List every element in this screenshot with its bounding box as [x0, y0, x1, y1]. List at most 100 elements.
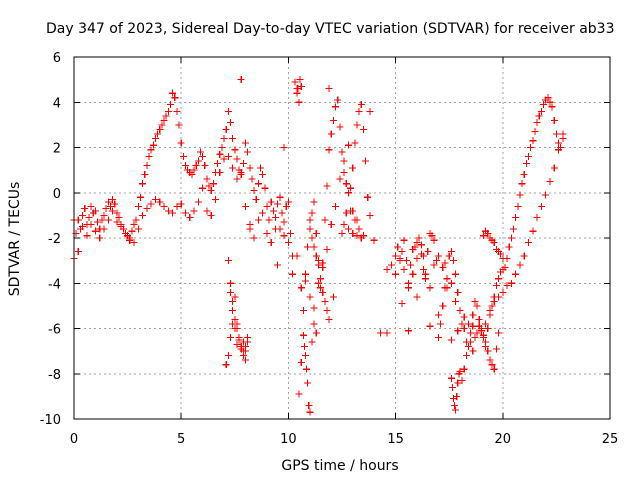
data-point-marker	[499, 288, 507, 296]
data-point-marker	[370, 236, 378, 244]
data-point-marker	[302, 352, 310, 360]
data-point-marker	[467, 329, 475, 337]
data-point-marker	[280, 232, 288, 240]
x-tick-label: 5	[177, 432, 185, 447]
data-point-marker	[216, 168, 224, 176]
data-point-marker	[104, 216, 112, 224]
data-point-marker	[250, 186, 258, 194]
data-point-marker	[109, 196, 117, 204]
data-point-marker	[128, 227, 136, 235]
data-point-marker	[454, 379, 462, 387]
data-point-marker	[306, 216, 314, 224]
data-point-marker	[332, 103, 340, 111]
data-point-marker	[497, 250, 505, 258]
data-point-marker	[540, 101, 548, 109]
data-point-marker	[233, 325, 241, 332]
data-point-marker	[181, 162, 189, 170]
data-point-marker	[533, 119, 541, 127]
data-point-marker	[394, 243, 402, 251]
data-point-marker	[490, 239, 498, 247]
data-point-marker	[439, 302, 447, 310]
data-point-marker	[458, 377, 466, 385]
data-point-marker	[531, 128, 539, 136]
data-point-marker	[387, 261, 395, 269]
data-point-marker	[102, 205, 110, 213]
data-point-marker	[164, 107, 172, 115]
data-point-marker	[87, 202, 95, 210]
data-point-marker	[83, 232, 91, 240]
data-point-marker	[169, 89, 177, 97]
data-point-marker	[490, 297, 498, 305]
data-point-marker	[535, 112, 543, 120]
data-point-marker	[147, 200, 155, 208]
data-point-marker	[351, 139, 359, 147]
data-point-marker	[100, 225, 108, 233]
data-point-marker	[235, 334, 243, 342]
data-point-marker	[139, 180, 147, 188]
data-point-marker	[404, 327, 412, 335]
data-point-marker	[434, 252, 442, 260]
data-point-marker	[407, 261, 415, 269]
data-point-marker	[94, 218, 102, 226]
data-point-marker	[338, 148, 346, 156]
data-point-marker	[134, 225, 142, 233]
data-point-marker	[310, 243, 318, 251]
data-point-marker	[482, 320, 490, 328]
data-point-marker	[396, 254, 404, 262]
data-point-marker	[216, 150, 224, 158]
data-point-marker	[452, 297, 460, 305]
data-point-marker	[338, 229, 346, 237]
data-point-marker	[173, 202, 181, 210]
data-point-marker	[355, 107, 363, 115]
data-point-marker	[164, 207, 172, 215]
data-point-marker	[449, 257, 457, 265]
data-point-marker	[458, 320, 466, 328]
data-point-marker	[274, 261, 282, 269]
data-point-marker	[398, 300, 406, 308]
data-point-marker	[81, 205, 89, 213]
data-point-marker	[254, 216, 262, 224]
y-tick-label: 6	[53, 51, 61, 66]
data-point-marker	[456, 367, 464, 375]
y-tick-label: 2	[53, 142, 61, 157]
data-point-marker	[227, 279, 235, 287]
data-point-marker	[342, 209, 350, 217]
data-point-marker	[203, 207, 211, 215]
data-point-marker	[287, 229, 295, 237]
data-point-marker	[428, 232, 436, 240]
data-point-marker	[495, 329, 503, 337]
data-point-marker	[295, 98, 303, 106]
data-point-marker	[284, 198, 292, 206]
data-point-marker	[430, 261, 438, 269]
data-point-marker	[351, 216, 359, 224]
data-point-marker	[464, 343, 472, 351]
data-point-marker	[548, 103, 556, 111]
data-point-marker	[149, 141, 157, 149]
data-point-marker	[181, 209, 189, 217]
data-point-marker	[516, 191, 524, 199]
data-point-marker	[186, 214, 194, 222]
data-point-marker	[222, 125, 230, 133]
data-point-marker	[91, 207, 99, 215]
data-point-marker	[321, 216, 329, 224]
data-point-marker	[177, 200, 185, 208]
data-point-marker	[209, 180, 217, 188]
data-point-marker	[484, 325, 492, 332]
data-point-marker	[544, 94, 552, 102]
data-point-marker	[488, 361, 496, 369]
data-point-marker	[516, 261, 524, 269]
data-point-marker	[359, 232, 367, 240]
data-point-marker	[242, 356, 250, 364]
data-point-marker	[505, 243, 513, 251]
data-point-marker	[194, 198, 202, 206]
data-point-marker	[439, 263, 447, 271]
data-point-marker	[302, 277, 310, 285]
data-point-marker	[306, 408, 314, 416]
data-point-marker	[325, 146, 333, 154]
data-point-marker	[297, 358, 305, 366]
data-point-marker	[237, 343, 245, 351]
data-point-marker	[448, 383, 456, 391]
data-point-marker	[222, 361, 230, 369]
data-point-marker	[254, 180, 262, 188]
data-point-marker	[495, 293, 503, 301]
